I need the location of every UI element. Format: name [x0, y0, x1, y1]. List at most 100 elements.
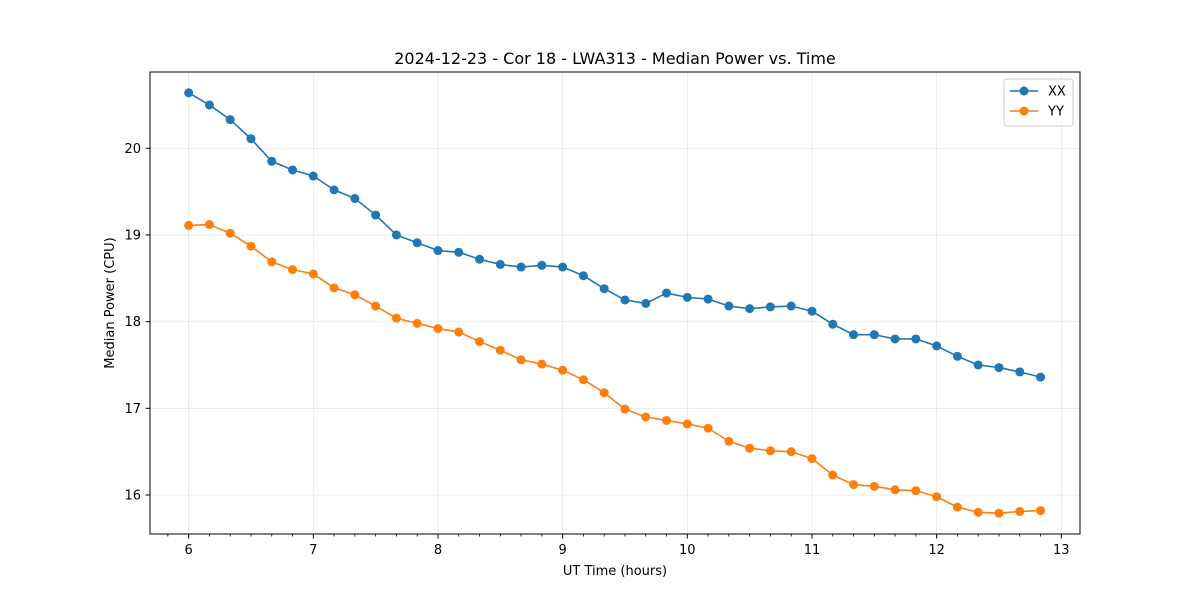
data-point-yy — [184, 220, 194, 230]
data-point-yy — [994, 508, 1004, 518]
data-point-yy — [225, 228, 235, 238]
data-point-xx — [973, 360, 983, 370]
legend-label-xx: XX — [1048, 85, 1066, 100]
data-point-xx — [350, 194, 360, 204]
data-point-yy — [288, 265, 298, 275]
x-tick-label: 11 — [804, 543, 821, 558]
data-point-yy — [890, 485, 900, 495]
data-point-yy — [329, 283, 339, 293]
data-point-xx — [578, 271, 588, 281]
data-point-xx — [558, 262, 568, 272]
data-point-yy — [620, 404, 630, 414]
x-tick-label: 8 — [434, 543, 442, 558]
legend-marker-yy — [1019, 106, 1029, 116]
data-point-yy — [641, 412, 651, 422]
grid — [150, 72, 1080, 534]
data-point-xx — [869, 330, 879, 340]
x-tick-label: 13 — [1053, 543, 1070, 558]
legend-label-yy: YY — [1047, 105, 1064, 120]
data-point-xx — [288, 165, 298, 175]
data-point-xx — [246, 134, 256, 144]
data-point-yy — [454, 327, 464, 337]
axes-ticks: 6 7 8 9 10 11 12 13 16 17 18 19 20 — [124, 142, 1069, 558]
data-point-xx — [267, 156, 277, 166]
data-point-yy — [973, 507, 983, 517]
data-point-xx — [204, 100, 214, 110]
data-point-xx — [537, 260, 547, 270]
data-point-xx — [641, 298, 651, 308]
x-tick-label: 12 — [928, 543, 945, 558]
data-point-xx — [932, 341, 942, 351]
data-point-yy — [682, 419, 692, 429]
data-point-yy — [911, 486, 921, 496]
data-point-yy — [246, 241, 256, 251]
data-point-yy — [537, 359, 547, 369]
data-point-xx — [433, 246, 443, 256]
y-tick-label: 18 — [124, 315, 141, 330]
legend-item-yy: YY — [1010, 105, 1064, 120]
data-point-yy — [308, 269, 318, 279]
x-tick-label: 10 — [679, 543, 696, 558]
data-point-xx — [890, 334, 900, 344]
data-point-xx — [308, 171, 318, 181]
data-point-yy — [412, 318, 422, 328]
data-point-yy — [204, 220, 214, 230]
x-tick-label: 6 — [185, 543, 193, 558]
series-xx — [184, 88, 1046, 382]
data-point-xx — [662, 288, 672, 298]
data-point-yy — [869, 481, 879, 491]
data-point-yy — [391, 313, 401, 323]
data-point-xx — [599, 284, 609, 294]
data-point-yy — [599, 388, 609, 398]
series-layer — [184, 88, 1046, 518]
y-tick-label: 17 — [124, 402, 141, 417]
data-point-yy — [807, 454, 817, 464]
data-point-xx — [495, 259, 505, 269]
data-point-yy — [578, 375, 588, 385]
data-point-xx — [371, 210, 381, 220]
data-point-yy — [371, 301, 381, 311]
data-point-yy — [267, 257, 277, 267]
data-point-yy — [1036, 506, 1046, 516]
y-tick-label: 20 — [124, 142, 141, 157]
data-point-yy — [786, 447, 796, 457]
data-point-yy — [765, 446, 775, 456]
legend-item-xx: XX — [1010, 85, 1066, 100]
data-point-yy — [952, 502, 962, 512]
data-point-xx — [454, 247, 464, 257]
data-point-xx — [952, 351, 962, 361]
data-point-xx — [516, 262, 526, 272]
data-point-xx — [849, 330, 859, 340]
data-point-yy — [558, 365, 568, 375]
data-point-xx — [391, 230, 401, 240]
y-axis-label: Median Power (CPU) — [103, 237, 118, 368]
data-point-yy — [350, 290, 360, 300]
data-point-xx — [1036, 372, 1046, 382]
legend-marker-xx — [1019, 86, 1029, 96]
y-tick-label: 19 — [124, 228, 141, 243]
data-point-xx — [745, 304, 755, 314]
data-point-yy — [828, 470, 838, 480]
chart-title: 2024-12-23 - Cor 18 - LWA313 - Median Po… — [394, 49, 836, 68]
data-point-yy — [849, 480, 859, 490]
data-point-yy — [703, 423, 713, 433]
data-point-xx — [412, 238, 422, 248]
x-tick-label: 7 — [309, 543, 317, 558]
data-point-yy — [662, 415, 672, 425]
data-point-yy — [932, 492, 942, 502]
data-point-yy — [516, 355, 526, 365]
data-point-xx — [807, 306, 817, 316]
data-point-xx — [329, 185, 339, 195]
data-point-yy — [475, 337, 485, 347]
data-point-xx — [724, 301, 734, 311]
data-point-xx — [828, 319, 838, 329]
data-point-xx — [994, 363, 1004, 373]
data-point-xx — [786, 301, 796, 311]
data-point-xx — [225, 115, 235, 125]
data-point-xx — [703, 294, 713, 304]
series-yy — [184, 220, 1046, 518]
data-point-xx — [475, 254, 485, 264]
data-point-xx — [184, 88, 194, 98]
data-point-yy — [495, 345, 505, 355]
data-point-yy — [745, 443, 755, 453]
